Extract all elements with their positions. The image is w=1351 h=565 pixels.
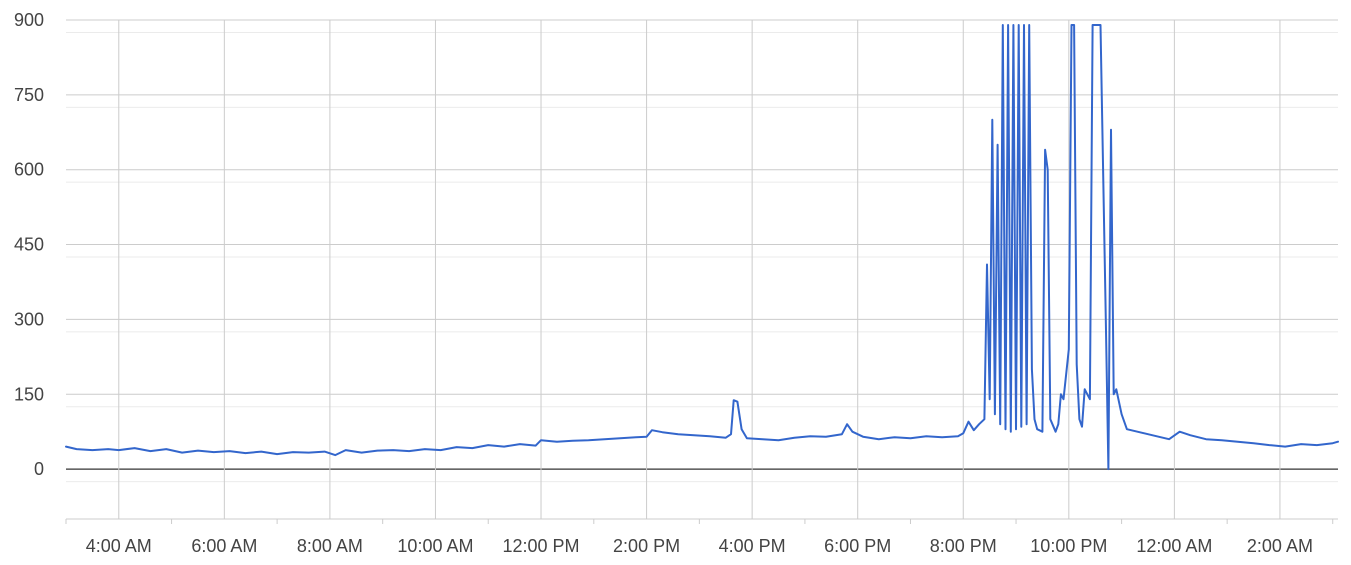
x-tick-label: 2:00 AM (1247, 536, 1313, 556)
x-tick-label: 8:00 AM (297, 536, 363, 556)
x-tick-label: 10:00 AM (397, 536, 473, 556)
x-tick-label: 2:00 PM (613, 536, 680, 556)
x-tick-label: 4:00 PM (719, 536, 786, 556)
x-tick-label: 12:00 AM (1136, 536, 1212, 556)
y-tick-label: 600 (14, 160, 44, 180)
series-line (65, 24, 1339, 471)
x-tick-label: 10:00 PM (1030, 536, 1107, 556)
y-tick-label: 300 (14, 309, 44, 329)
x-tick-label: 6:00 AM (191, 536, 257, 556)
x-axis: 4:00 AM 6:00 AM 8:00 AM 10:00 AM 12:00 PM 2:0… (65, 519, 1334, 556)
y-tick-label: 0 (34, 459, 44, 479)
y-tick-label: 750 (14, 85, 44, 105)
x-tick-label: 6:00 PM (824, 536, 891, 556)
y-axis: 0 150 300 450 600 750 900 (14, 10, 44, 479)
x-tick-label: 4:00 AM (86, 536, 152, 556)
y-tick-label: 450 (14, 235, 44, 255)
series-layer (65, 24, 1339, 471)
y-tick-label: 150 (14, 384, 44, 404)
x-tick-label: 8:00 PM (930, 536, 997, 556)
y-tick-label: 900 (14, 10, 44, 30)
x-tick-label: 12:00 PM (502, 536, 579, 556)
grid (66, 19, 1338, 520)
